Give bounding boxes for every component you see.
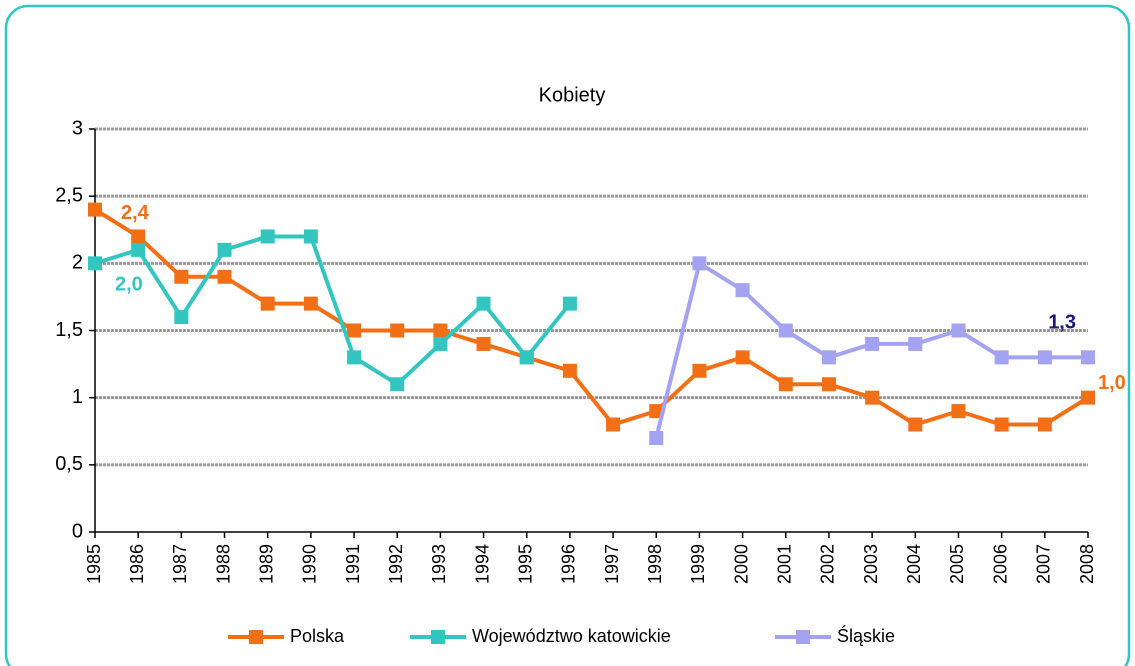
x-tick-label: 1991	[343, 544, 363, 584]
series-marker	[88, 256, 102, 271]
x-tick-label: 2007	[1034, 544, 1054, 584]
series-marker	[692, 256, 707, 271]
series-marker	[260, 229, 275, 244]
legend-label: Śląskie	[837, 625, 895, 646]
series-marker	[217, 269, 232, 284]
series-marker	[1037, 350, 1052, 365]
legend-label: Województwo katowickie	[472, 626, 671, 646]
x-tick-label: 1999	[688, 544, 708, 584]
series-marker	[908, 417, 923, 432]
series-marker	[519, 350, 534, 365]
x-tick-label: 1993	[429, 544, 449, 584]
series-marker	[908, 336, 923, 351]
series-marker	[433, 336, 448, 351]
series-marker	[778, 323, 793, 338]
series-marker	[1081, 350, 1095, 365]
y-tick-label: 2	[72, 252, 83, 274]
value-label: 2,0	[115, 274, 143, 296]
x-tick-label: 1995	[515, 544, 535, 584]
y-tick-label: 1,5	[55, 319, 83, 341]
x-tick-label: 1997	[602, 544, 622, 584]
x-tick-label: 2008	[1077, 544, 1097, 584]
series-marker	[390, 323, 405, 338]
series-marker	[606, 417, 621, 432]
series-marker	[562, 363, 577, 378]
x-tick-label: 1998	[645, 544, 665, 584]
series-marker	[865, 336, 880, 351]
series-marker	[303, 296, 318, 311]
series-marker	[303, 229, 318, 244]
series-line	[93, 207, 1090, 427]
series-marker	[692, 363, 707, 378]
y-tick-label: 3	[72, 117, 83, 139]
chart-frame	[4, 4, 1131, 666]
x-tick-label: 1996	[559, 544, 579, 584]
y-tick-label: 0	[72, 520, 83, 542]
series-marker	[994, 350, 1009, 365]
x-tick-label: 2002	[818, 544, 838, 584]
series-marker	[1037, 417, 1052, 432]
series-marker	[476, 336, 491, 351]
series-marker	[821, 350, 836, 365]
x-tick-label: 1987	[170, 544, 190, 584]
chart-title: Kobiety	[539, 84, 606, 106]
series-marker	[562, 296, 577, 311]
series-marker	[649, 430, 664, 445]
series-marker	[347, 350, 362, 365]
legend-swatch-marker	[249, 630, 263, 644]
x-tick-label: 1988	[213, 544, 233, 584]
x-tick-label: 1992	[386, 544, 406, 584]
series-marker	[433, 323, 448, 338]
series-marker	[476, 296, 491, 311]
x-tick-label: 1986	[127, 544, 147, 584]
x-tick-label: 1989	[256, 544, 276, 584]
legend-item: Polska	[228, 626, 345, 646]
series-marker	[821, 377, 836, 392]
series-marker	[649, 404, 664, 419]
series-marker	[994, 417, 1009, 432]
series-marker	[778, 377, 793, 392]
x-tick-label: 2005	[947, 544, 967, 584]
legend-swatch-marker	[431, 630, 445, 644]
value-label: 1,3	[1048, 312, 1076, 334]
series-marker	[131, 229, 146, 244]
x-tick-label: 2000	[731, 544, 751, 584]
y-tick-label: 0,5	[55, 453, 83, 475]
x-tick-label: 2006	[990, 544, 1010, 584]
x-tick-label: 1985	[84, 544, 104, 584]
series-marker	[347, 323, 362, 338]
value-label: 1,0	[1098, 372, 1126, 394]
series-marker	[1081, 390, 1095, 405]
y-tick-label: 2,5	[55, 184, 83, 206]
x-tick-label: 2003	[861, 544, 881, 584]
series-marker	[735, 283, 750, 298]
legend-item: Śląskie	[775, 625, 895, 646]
series-marker	[217, 242, 232, 257]
series-marker	[390, 377, 405, 392]
legend-label: Polska	[290, 626, 345, 646]
series-marker	[174, 269, 189, 284]
legend-swatch-marker	[796, 630, 810, 644]
series-marker	[735, 350, 750, 365]
series-marker	[951, 404, 966, 419]
legend-item: Województwo katowickie	[410, 626, 671, 646]
series-marker	[174, 310, 189, 325]
series-marker	[88, 202, 102, 217]
series-marker	[260, 296, 275, 311]
x-tick-label: 2004	[904, 544, 924, 584]
x-tick-label: 2001	[775, 544, 795, 584]
series-marker	[865, 390, 880, 405]
y-tick-label: 1	[72, 386, 83, 408]
series-marker	[951, 323, 966, 338]
series-line	[94, 234, 572, 387]
x-tick-label: 1990	[300, 544, 320, 584]
series-marker	[131, 242, 146, 257]
x-tick-label: 1994	[472, 544, 492, 584]
value-label: 2,4	[121, 202, 150, 224]
